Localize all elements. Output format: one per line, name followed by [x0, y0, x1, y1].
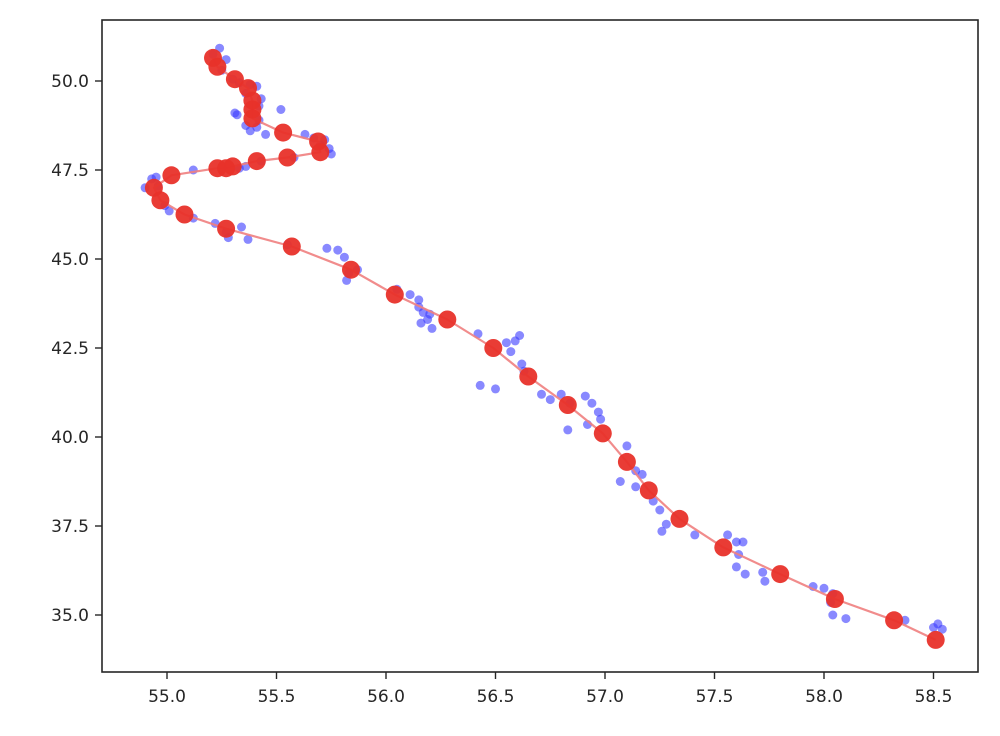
- observed-point: [545, 395, 555, 405]
- observed-point: [563, 425, 573, 435]
- smoothed-point: [217, 219, 236, 238]
- smoothed-point: [208, 159, 227, 178]
- smoothed-point: [639, 481, 658, 500]
- series-observed: [140, 43, 947, 634]
- observed-point: [731, 562, 741, 572]
- observed-point: [423, 315, 433, 324]
- smoothed-point: [208, 57, 227, 76]
- observed-point: [615, 477, 625, 486]
- series-smoothed: [144, 48, 945, 649]
- observed-point: [631, 482, 641, 492]
- smoothed-point: [438, 310, 457, 329]
- smoothed-point: [484, 339, 503, 357]
- smoothed-point: [151, 191, 170, 210]
- x-axis: 55.0 55.5 56.0 56.5 57.0 57.5 58.0 58.5: [148, 672, 952, 707]
- observed-point: [245, 126, 255, 136]
- observed-point: [637, 469, 647, 479]
- observed-point: [596, 414, 606, 424]
- y-tick-label: 47.5: [51, 161, 89, 181]
- observed-point: [276, 105, 286, 114]
- plot-area: [140, 43, 947, 649]
- y-tick-label: 40.0: [51, 428, 89, 448]
- observed-point: [723, 530, 733, 540]
- smoothed-point: [225, 70, 244, 89]
- observed-point: [515, 331, 525, 340]
- smoothed-point: [926, 630, 945, 649]
- observed-point: [517, 359, 527, 369]
- smoothed-point: [519, 367, 538, 386]
- x-tick-label: 56.0: [367, 687, 405, 707]
- y-tick-label: 45.0: [51, 250, 89, 270]
- smoothed-point: [593, 424, 612, 443]
- observed-point: [164, 206, 174, 216]
- axes-frame: [101, 19, 979, 673]
- observed-point: [661, 519, 671, 529]
- observed-point: [819, 583, 829, 593]
- observed-point: [740, 569, 750, 579]
- y-tick-label: 37.5: [51, 517, 89, 537]
- observed-point: [738, 537, 748, 547]
- observed-point: [622, 441, 632, 451]
- x-tick-label: 57.5: [696, 687, 734, 707]
- smoothed-point: [714, 538, 733, 557]
- observed-point: [937, 624, 947, 634]
- smoothed-point: [274, 123, 293, 142]
- smoothed-point: [558, 396, 577, 414]
- observed-point: [416, 318, 426, 328]
- observed-point: [261, 129, 271, 139]
- observed-point: [243, 234, 253, 244]
- smoothed-point: [311, 143, 330, 162]
- observed-point: [758, 567, 768, 577]
- observed-point: [657, 526, 667, 536]
- smoothed-point: [282, 237, 301, 256]
- observed-point: [690, 530, 700, 540]
- observed-point: [556, 389, 566, 399]
- observed-point: [232, 110, 242, 120]
- observed-point: [322, 243, 332, 253]
- smoothed-point: [162, 166, 181, 185]
- observed-point: [828, 610, 838, 620]
- observed-point: [841, 614, 851, 624]
- smoothed-point: [771, 565, 790, 584]
- smoothed-point: [885, 611, 904, 630]
- smoothed-point: [342, 260, 360, 279]
- observed-point: [506, 347, 516, 357]
- observed-point: [501, 338, 511, 348]
- observed-point: [405, 290, 415, 300]
- y-tick-label: 42.5: [51, 339, 89, 359]
- smoothed-point: [175, 205, 194, 224]
- x-tick-label: 56.5: [477, 687, 515, 707]
- observed-point: [593, 407, 603, 417]
- observed-point: [580, 391, 590, 401]
- observed-point: [427, 323, 437, 333]
- observed-point: [237, 222, 246, 232]
- y-tick-label: 50.0: [51, 72, 89, 92]
- y-tick-label: 35.0: [51, 606, 89, 626]
- smoothed-point: [247, 152, 266, 171]
- x-tick-label: 57.0: [586, 687, 624, 707]
- x-tick-label: 58.0: [805, 687, 843, 707]
- observed-point: [339, 252, 349, 262]
- observed-point: [333, 245, 343, 255]
- observed-point: [655, 505, 665, 515]
- observed-point: [587, 398, 597, 408]
- observed-point: [537, 389, 546, 399]
- observed-point: [760, 576, 770, 586]
- smoothed-point: [278, 148, 297, 167]
- smoothed-point: [670, 509, 689, 528]
- observed-point: [731, 537, 741, 547]
- observed-point: [475, 380, 485, 390]
- x-tick-label: 55.0: [148, 687, 186, 707]
- observed-point: [414, 295, 424, 305]
- smoothed-point: [825, 590, 844, 608]
- observed-point: [491, 384, 500, 394]
- y-axis: 35.0 37.5 40.0 42.5 45.0 47.5 50.0: [51, 72, 102, 626]
- smoothed-point: [243, 109, 262, 128]
- smoothed-point: [385, 285, 404, 304]
- x-tick-label: 58.5: [915, 687, 953, 707]
- x-tick-label: 55.5: [258, 687, 296, 707]
- smoothed-point: [617, 452, 636, 471]
